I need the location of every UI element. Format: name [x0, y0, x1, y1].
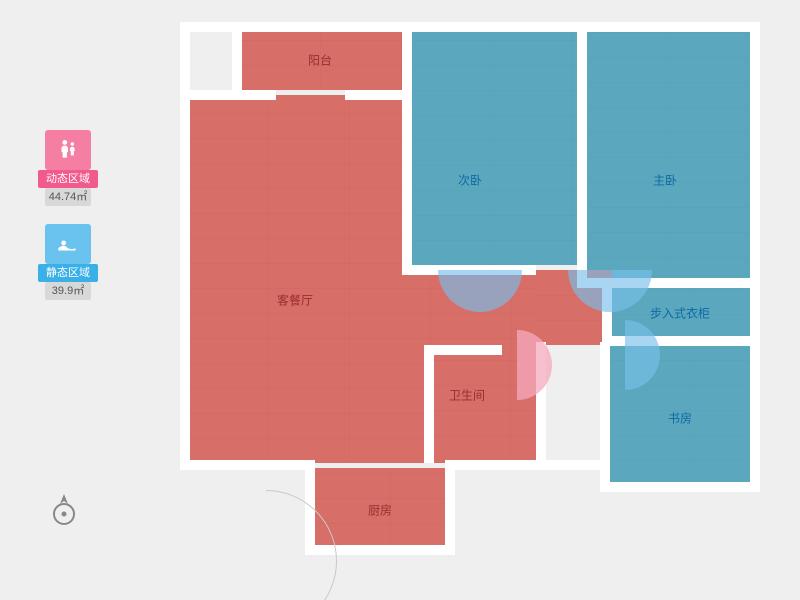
- room-label-living: 客餐厅: [277, 292, 313, 309]
- legend: 动态区域 44.74㎡ 静态区域 39.9㎡: [38, 130, 98, 318]
- legend-dynamic-icon: [45, 130, 91, 170]
- wall-bath-top: [424, 345, 502, 355]
- room-label-bathroom: 卫生间: [449, 387, 485, 404]
- room-bed1: [585, 30, 753, 282]
- room-label-bed1: 主卧: [653, 172, 677, 189]
- room-tint: [585, 30, 753, 282]
- room-label-kitchen: 厨房: [368, 502, 392, 519]
- wall-below-bath: [445, 460, 545, 470]
- people-icon: [55, 137, 81, 163]
- wall-balcony-bottom-left: [188, 90, 276, 100]
- legend-static: 静态区域 39.9㎡: [38, 224, 98, 300]
- sleep-icon: [55, 231, 81, 257]
- legend-dynamic: 动态区域 44.74㎡: [38, 130, 98, 206]
- room-label-balcony: 阳台: [308, 52, 332, 69]
- wall-bath-left: [424, 345, 434, 463]
- canvas: 动态区域 44.74㎡ 静态区域 39.9㎡ 客餐厅 阳台次卧 主卧步入式衣柜书房厨…: [0, 0, 800, 600]
- wall-bed-divider: [577, 22, 587, 282]
- wall-kitchen-right: [445, 460, 455, 552]
- room-label-study: 书房: [668, 410, 692, 427]
- legend-static-label: 静态区域: [38, 264, 98, 282]
- wall-small-bottom: [536, 460, 606, 470]
- room-tint: [410, 30, 580, 265]
- compass-icon: [48, 490, 80, 530]
- room-label-closet: 步入式衣柜: [650, 305, 710, 322]
- legend-dynamic-label: 动态区域: [38, 170, 98, 188]
- room-label-bed2: 次卧: [458, 172, 482, 189]
- wall-balcony-left: [232, 22, 242, 97]
- wall-study-bottom: [600, 482, 758, 492]
- wall-balcony-bottom-right: [345, 90, 407, 100]
- room-bed2: [410, 30, 580, 265]
- wall-bottom-left: [180, 460, 315, 470]
- floor-plan: 客餐厅 阳台次卧 主卧步入式衣柜书房厨房 卫生间: [180, 20, 760, 575]
- legend-static-area: 39.9㎡: [45, 282, 91, 300]
- wall-study-left: [600, 342, 610, 492]
- legend-static-icon: [45, 224, 91, 264]
- wall-bed2-left: [402, 22, 412, 272]
- wall-top: [180, 22, 760, 32]
- legend-dynamic-area: 44.74㎡: [45, 188, 91, 206]
- wall-right: [750, 22, 760, 492]
